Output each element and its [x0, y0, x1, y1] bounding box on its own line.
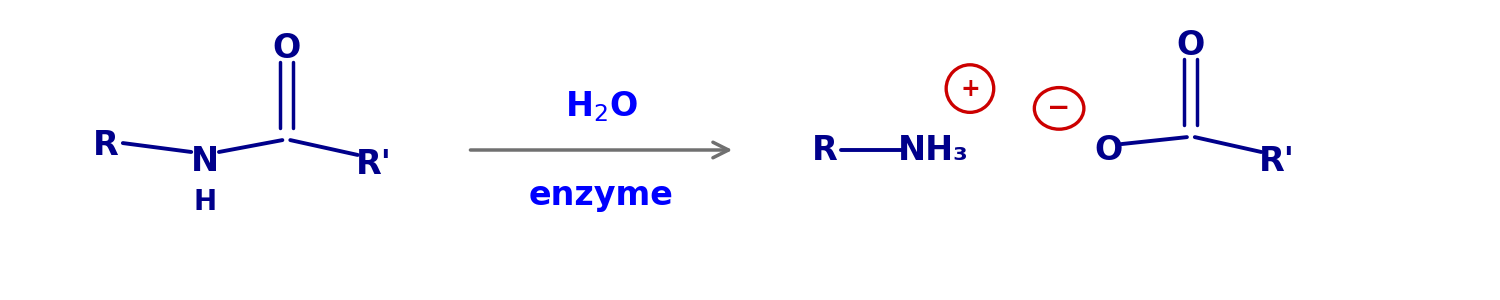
Text: R: R: [812, 134, 837, 166]
Text: O: O: [1095, 134, 1124, 166]
Text: R': R': [356, 148, 392, 182]
Text: R: R: [93, 128, 118, 161]
Text: H: H: [194, 188, 216, 215]
Text: R': R': [1258, 146, 1294, 178]
Text: enzyme: enzyme: [530, 179, 674, 212]
Text: +: +: [960, 76, 980, 100]
Text: −: −: [1047, 94, 1071, 122]
Text: H$_2$O: H$_2$O: [566, 89, 638, 124]
Text: O: O: [1178, 29, 1204, 62]
Text: O: O: [272, 32, 300, 65]
Text: NH₃: NH₃: [898, 134, 969, 166]
Text: N: N: [190, 146, 219, 178]
